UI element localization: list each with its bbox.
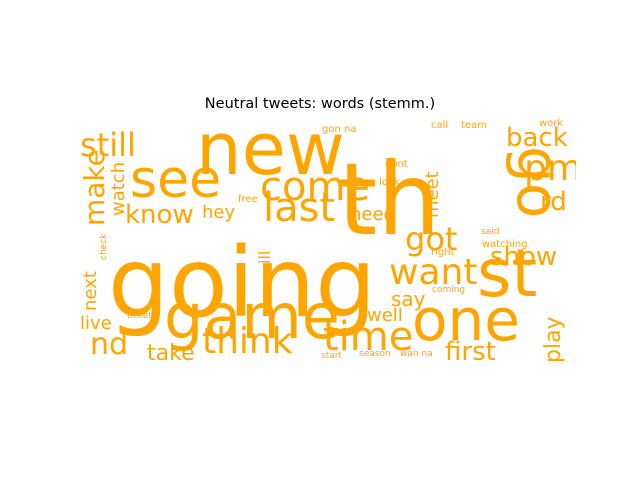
- word-hey: hey: [202, 202, 235, 223]
- word-rd: rd: [540, 187, 567, 217]
- word-nd: nd: [90, 327, 128, 362]
- word-make: make: [80, 149, 111, 226]
- word-pm: pm: [524, 148, 576, 189]
- word-season: season: [359, 349, 391, 359]
- word-coming: coming: [432, 285, 465, 295]
- word-meet: meet: [422, 171, 443, 218]
- word-work: work: [539, 118, 563, 129]
- word-new: new: [196, 116, 345, 191]
- word-ticket: ticket: [127, 311, 152, 321]
- word-live: live: [80, 313, 112, 334]
- word-gon-na: gon na: [322, 124, 356, 135]
- word-watching: watching: [482, 239, 528, 250]
- word-watch: watch: [108, 162, 129, 216]
- word-come: come: [260, 164, 370, 210]
- word-going: going: [108, 227, 376, 339]
- word-show: show: [490, 242, 557, 272]
- word-want: want: [389, 252, 477, 293]
- word-say: say: [391, 287, 426, 311]
- word-think: think: [202, 321, 293, 362]
- word-ill: ill: [255, 251, 274, 264]
- word-well: well: [367, 305, 403, 326]
- word-start: start: [321, 351, 342, 361]
- word-play: play: [541, 316, 566, 363]
- word-still: still: [80, 126, 136, 164]
- word-wan-na: wan na: [400, 349, 433, 359]
- word-check: check: [99, 233, 109, 260]
- word-next: next: [80, 271, 101, 311]
- chart-title: Neutral tweets: words (stemm.): [204, 96, 436, 112]
- word-go: go: [504, 146, 572, 218]
- word-team: team: [461, 120, 487, 131]
- word-look: look: [379, 177, 400, 188]
- word-last: last: [263, 185, 335, 231]
- word-first: first: [445, 337, 496, 366]
- word-dont: dont: [385, 159, 408, 170]
- word-one: one: [412, 286, 520, 354]
- word-st: st: [477, 235, 537, 312]
- word-time: time: [323, 314, 413, 360]
- word-call: call: [431, 120, 448, 131]
- word-th: th: [338, 141, 441, 258]
- word-need: need: [350, 204, 395, 225]
- word-back: back: [506, 123, 568, 153]
- word-take: take: [147, 341, 195, 366]
- word-see: see: [130, 150, 221, 210]
- word-free: free: [238, 194, 258, 205]
- word-know: know: [125, 200, 194, 230]
- word-got: got: [405, 220, 457, 258]
- word-game: game: [164, 280, 340, 353]
- word-right: right: [431, 247, 455, 258]
- word-said: said: [481, 227, 499, 237]
